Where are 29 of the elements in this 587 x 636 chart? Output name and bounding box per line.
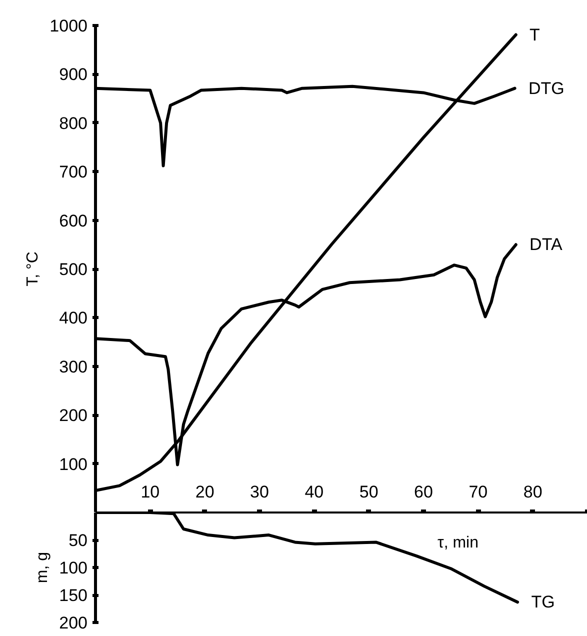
x-tick-label: 10 [140, 482, 160, 502]
y-tick-label: 100 [59, 454, 88, 474]
x-tick-label: 30 [250, 482, 269, 502]
y-axis-title: T, °C [24, 252, 42, 286]
x-tick-label: 20 [195, 482, 214, 502]
y-tick-label: 1000 [50, 16, 88, 36]
x-tick-label: 60 [414, 482, 433, 502]
y-tick-label: 300 [59, 357, 88, 376]
y-tick-label: 50 [68, 531, 88, 550]
y-tick-label: 400 [59, 308, 88, 328]
y-tick-label: 600 [59, 211, 88, 230]
y-tick-label: 150 [59, 586, 88, 605]
y-tick-label: 200 [59, 614, 88, 632]
series-label: DTG [528, 78, 564, 98]
y-tick-label: 100 [59, 558, 88, 578]
y-tick-label: 800 [59, 114, 88, 133]
x-tick-label: 50 [359, 482, 378, 502]
x-axis-title: τ, min [438, 534, 478, 552]
series-label: T [530, 25, 540, 44]
y-tick-label: 500 [59, 260, 88, 279]
x-tick-label: 70 [468, 482, 488, 502]
series-label: TG [531, 592, 555, 612]
x-tick-label: 40 [304, 482, 324, 502]
y-axis-title: m, g [34, 552, 52, 584]
series-label: DTA [530, 235, 563, 254]
y-tick-label: 700 [59, 162, 88, 182]
x-tick-label: 80 [523, 482, 542, 502]
y-tick-label: 200 [59, 406, 88, 426]
y-tick-label: 900 [59, 65, 88, 84]
